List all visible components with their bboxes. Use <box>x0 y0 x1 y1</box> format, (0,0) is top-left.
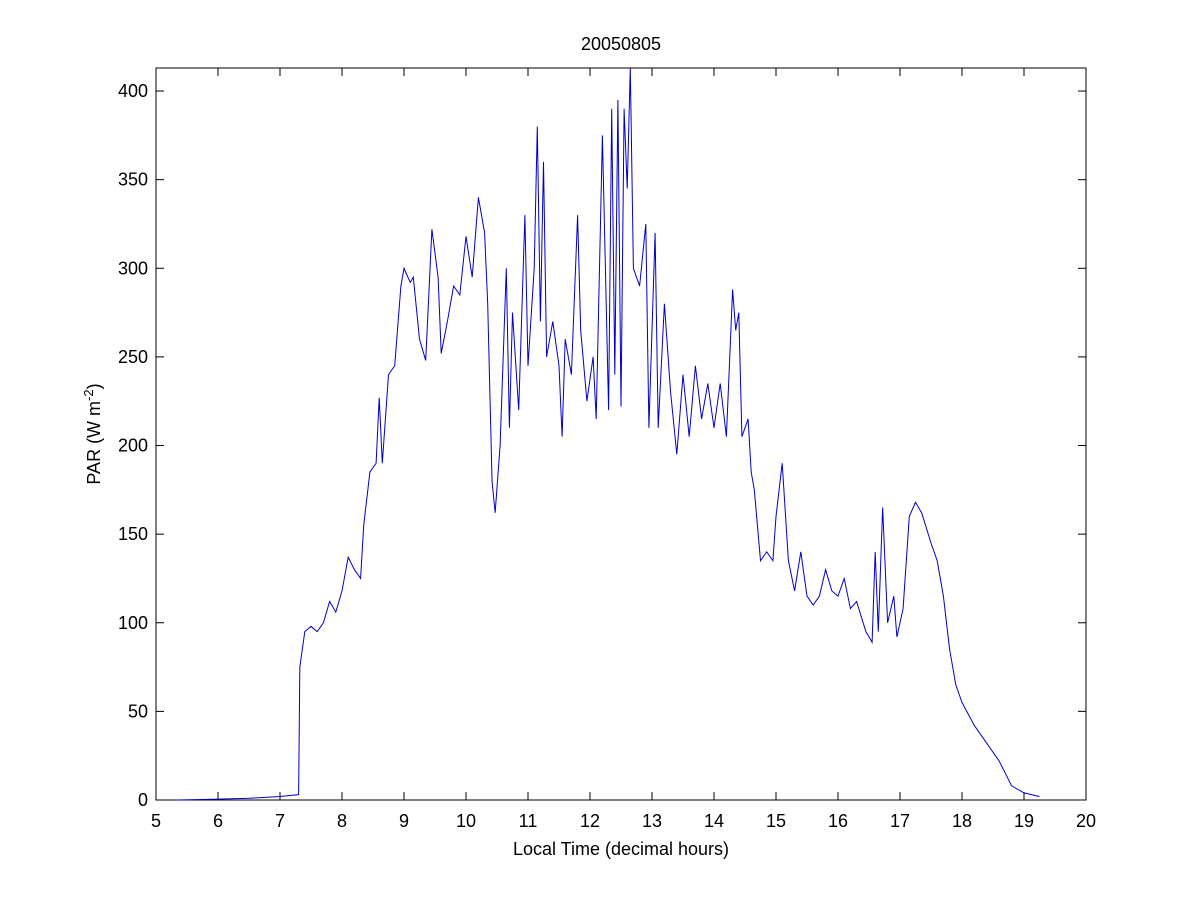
x-tick-label: 6 <box>213 811 223 831</box>
x-tick-label: 18 <box>952 811 972 831</box>
x-tick-label: 14 <box>704 811 724 831</box>
y-label-sup: -2 <box>81 389 96 401</box>
x-tick-label: 20 <box>1076 811 1096 831</box>
chart-title: 20050805 <box>581 34 661 54</box>
y-tick-label: 150 <box>118 524 148 544</box>
y-label-main: PAR (W m <box>84 401 104 485</box>
x-tick-label: 16 <box>828 811 848 831</box>
y-tick-label: 100 <box>118 613 148 633</box>
y-tick-label: 350 <box>118 170 148 190</box>
x-tick-label: 15 <box>766 811 786 831</box>
y-tick-label: 0 <box>138 790 148 810</box>
x-tick-label: 10 <box>456 811 476 831</box>
y-tick-label: 50 <box>128 701 148 721</box>
x-tick-label: 11 <box>519 811 538 831</box>
x-tick-label: 7 <box>275 811 285 831</box>
x-tick-label: 19 <box>1014 811 1034 831</box>
x-tick-label: 8 <box>337 811 347 831</box>
y-axis-label: PAR (W m-2) <box>81 383 104 484</box>
y-tick-label: 200 <box>118 436 148 456</box>
y-tick-label: 300 <box>118 258 148 278</box>
y-tick-label: 250 <box>118 347 148 367</box>
x-tick-label: 9 <box>399 811 409 831</box>
y-tick-label: 400 <box>118 81 148 101</box>
x-axis-label: Local Time (decimal hours) <box>513 839 729 859</box>
x-tick-label: 17 <box>890 811 910 831</box>
x-tick-label: 5 <box>151 811 161 831</box>
axes-box <box>155 67 1087 801</box>
data-line <box>177 67 1040 801</box>
y-label-tail: ) <box>84 383 104 389</box>
x-tick-label: 12 <box>580 811 600 831</box>
x-tick-label: 13 <box>642 811 662 831</box>
